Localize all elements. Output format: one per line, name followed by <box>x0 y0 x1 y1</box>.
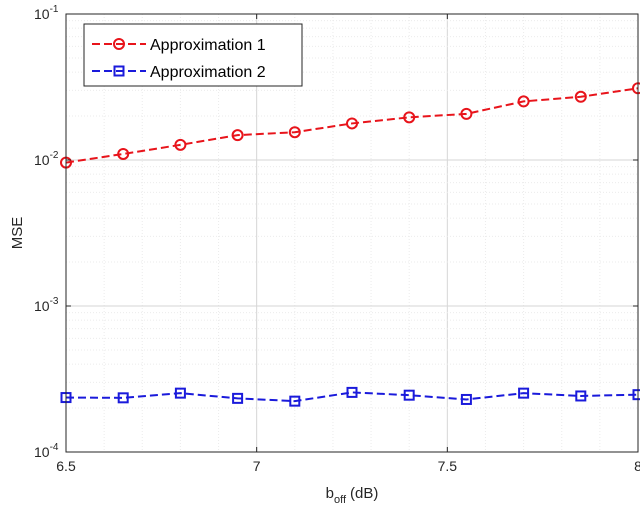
x-tick-label: 6.5 <box>56 458 76 474</box>
x-axis-label: boff (dB) <box>326 485 379 506</box>
data-point-approx-2 <box>403 389 415 401</box>
y-tick-label: 10-2 <box>34 150 59 168</box>
plot-frame <box>65 13 639 453</box>
y-tick-label-exponent: -2 <box>50 150 59 161</box>
data-point-approx-1 <box>174 138 187 151</box>
legend-marker-approx-1 <box>113 38 125 50</box>
data-point-approx-1 <box>574 90 587 103</box>
data-point-approx-2 <box>518 387 530 399</box>
data-point-approx-2 <box>460 393 472 405</box>
series-layer <box>60 82 640 407</box>
tick-labels: 6.5 7 7.5 810-410-310-210-1 <box>34 4 640 474</box>
legend-label-approx-1: Approximation 1 <box>150 37 266 54</box>
x-tick-label: 7 <box>253 458 261 474</box>
y-tick-label: 10-1 <box>34 4 59 22</box>
y-tick-label: 10-4 <box>34 442 59 460</box>
legend-marker-approx-2 <box>113 65 125 77</box>
x-axis-label-unit: (dB) <box>350 485 378 502</box>
y-tick-label-base: 10 <box>34 444 50 460</box>
y-tick-label-exponent: -1 <box>50 4 59 15</box>
data-point-approx-2 <box>117 392 129 404</box>
legend: Approximation 1 Approximation 2 <box>83 23 303 87</box>
legend-label-approx-2: Approximation 2 <box>150 64 266 81</box>
y-axis-label: MSE <box>9 217 26 250</box>
y-tick-label-base: 10 <box>34 298 50 314</box>
data-point-approx-1 <box>117 147 130 160</box>
y-tick-label-base: 10 <box>34 6 50 22</box>
data-point-approx-2 <box>232 392 244 404</box>
y-tick-label-exponent: -3 <box>50 296 59 307</box>
x-axis-label-main: b <box>326 485 334 502</box>
data-point-approx-1 <box>231 129 244 142</box>
y-tick-label-base: 10 <box>34 152 50 168</box>
x-tick-label: 7.5 <box>438 458 458 474</box>
data-point-approx-1 <box>517 95 530 108</box>
series-line-1 <box>65 87 639 164</box>
ticks <box>65 13 639 453</box>
data-point-approx-1 <box>288 126 301 139</box>
data-point-approx-1 <box>346 117 358 130</box>
x-axis-label-subscript: off <box>334 494 347 506</box>
y-tick-label: 10-3 <box>34 296 59 314</box>
data-point-approx-1 <box>403 111 416 124</box>
data-point-approx-2 <box>346 386 358 398</box>
data-point-approx-2 <box>174 387 186 399</box>
data-point-approx-1 <box>460 107 473 120</box>
data-point-approx-2 <box>575 390 587 402</box>
y-tick-label-exponent: -4 <box>50 442 59 453</box>
plot-background <box>66 14 638 452</box>
x-tick-label: 8 <box>634 458 640 474</box>
data-point-approx-2 <box>289 395 301 407</box>
